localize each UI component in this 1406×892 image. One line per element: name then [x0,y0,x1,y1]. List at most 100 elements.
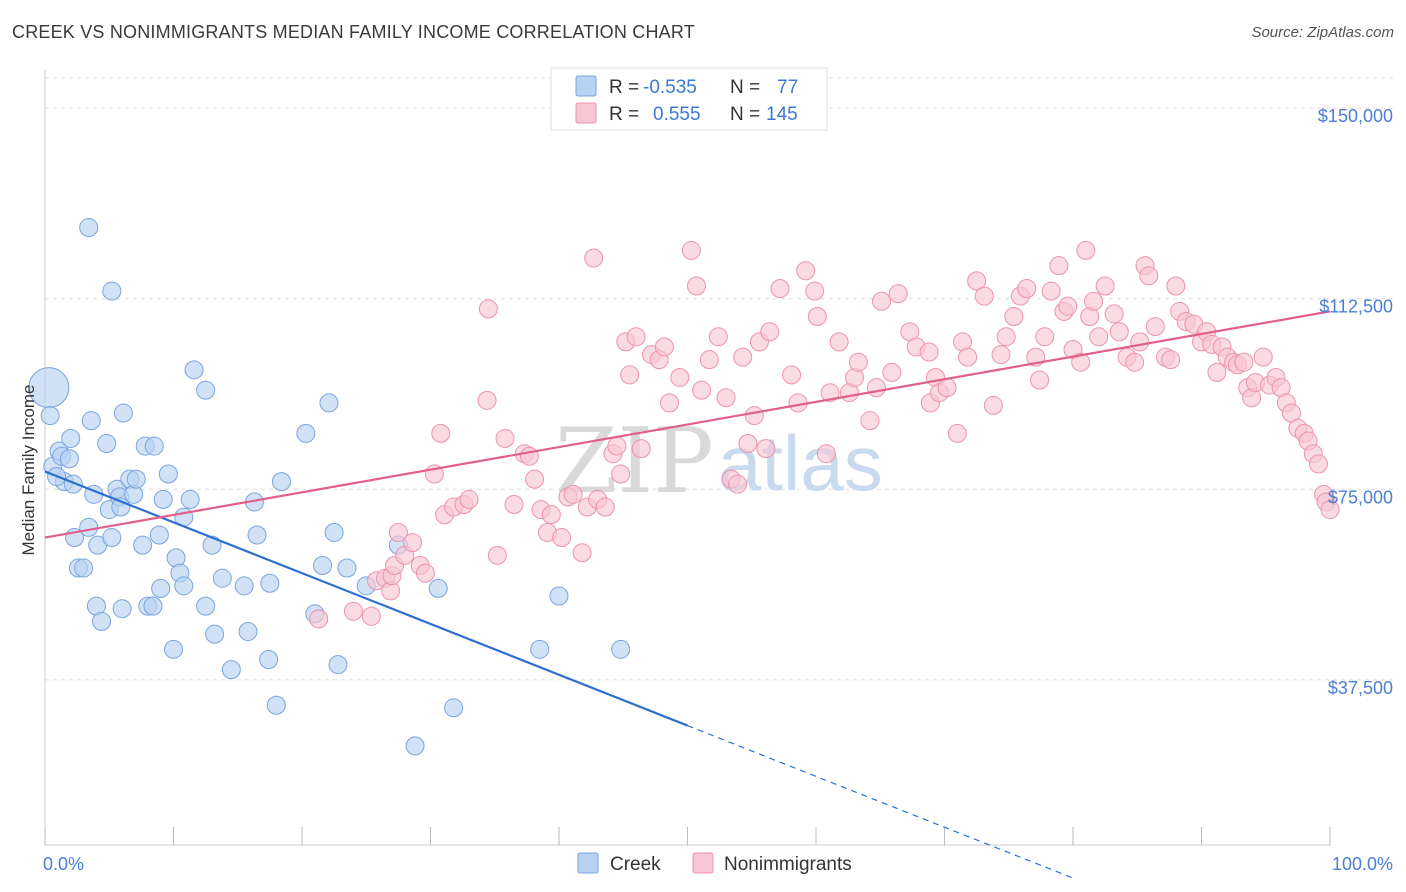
x-tick-label-min: 0.0% [43,854,84,874]
nonimmigrants-point [1139,266,1159,286]
creek-point [151,578,171,598]
nonimmigrants-point [388,522,408,542]
nonimmigrants-point [459,489,479,509]
creek-point [328,655,348,675]
nonimmigrants-point [974,286,994,306]
creek-point [221,660,241,680]
nonimmigrants-point [572,543,592,563]
nonimmigrants-point [595,497,615,517]
nonimmigrants-point [1089,327,1109,347]
y-tick-label: $150,000 [1318,106,1393,126]
creek-point [205,624,225,644]
creek-point [133,535,153,555]
creek-point [196,596,216,616]
nonimmigrants-point [919,342,939,362]
nonimmigrants-point [805,281,825,301]
nonimmigrants-point [1207,362,1227,382]
nonimmigrants-point [686,276,706,296]
y-tick-label: $112,500 [1319,297,1393,317]
bottom-legend-nonimm-swatch [692,852,714,874]
creek-point [212,568,232,588]
creek-point [59,449,79,469]
nonimmigrants-point [1017,279,1037,299]
legend-creek-swatch [575,75,597,97]
creek-point [164,639,183,659]
creek-point [126,469,146,489]
creek-point [153,489,173,509]
nonimmigrants-point [983,395,1003,415]
nonimmigrants-point [563,484,583,504]
nonimmigrants-point [343,601,363,621]
nonimmigrants-point [626,327,646,347]
nonimmigrants-point [738,434,758,454]
creek-point [184,360,204,380]
nonimmigrants-point [1320,500,1340,520]
creek-point [271,472,291,492]
nonimmigrants-point [1084,291,1104,311]
creek-point [196,380,216,400]
nonimmigrants-point [1071,352,1091,372]
legend-nonimm-r-label: R = [609,104,639,125]
creek-point [296,423,316,443]
x-tick-label-max: 100.0% [1332,854,1393,874]
nonimmigrants-point [829,332,849,352]
nonimmigrants-point [756,439,776,459]
y-tick-labels: $37,500 $75,000 $112,500 $150,000 [1318,106,1393,698]
creek-point [92,611,112,631]
nonimmigrants-point [958,347,978,367]
nonimmigrants-point [866,378,886,398]
nonimmigrants-point [1109,322,1129,342]
creek-point [61,428,81,448]
trend-lines [44,310,1331,879]
nonimmigrants-point [1104,304,1124,324]
creek-point [113,403,133,423]
nonimmigrants-point [796,261,816,281]
axes [44,70,1331,846]
legend-box [550,67,828,131]
legend-creek-n-value: 77 [777,77,798,98]
nonimmigrants-point [670,367,690,387]
creek-point [234,576,254,596]
nonimmigrants-point [1130,332,1150,352]
nonimmigrants-point [1161,350,1181,370]
creek-point [174,576,194,596]
creek-point [112,599,132,619]
creek-point [102,281,122,301]
bottom-legend-creek-label: Creek [610,854,661,875]
nonimmigrants-point [820,383,840,403]
nonimmigrants-point [415,563,435,583]
nonimmigrants-series [309,240,1340,629]
nonimmigrants-point [770,279,790,299]
legend-creek-r-value: -0.535 [643,77,697,98]
creek-point [74,558,94,578]
nonimmigrants-point [552,528,572,548]
nonimmigrants-point [967,271,987,291]
creek-point [79,218,99,238]
nonimmigrants-point [1049,256,1069,276]
nonimmigrants-point [403,533,423,553]
creek-point [260,573,280,593]
nonimmigrants-point [728,474,748,494]
nonimmigrants-point [431,423,451,443]
nonimmigrants-point [860,411,880,431]
creek-point [143,596,163,616]
nonimmigrants-point [816,444,836,464]
creek-point [158,464,178,484]
creek-point [79,517,99,537]
bottom-legend: Creek Nonimmigrants [577,852,852,875]
nonimmigrants-point [654,337,674,357]
nonimmigrants-point [782,365,802,385]
nonimmigrants-point [760,322,780,342]
nonimmigrants-point [872,291,892,311]
creek-point [238,622,258,642]
nonimmigrants-point [1166,276,1186,296]
creek-point [102,528,122,548]
y-tick-label: $75,000 [1328,487,1393,507]
nonimmigrants-point [1145,317,1165,337]
nonimmigrants-point [848,352,868,372]
nonimmigrants-point [1058,296,1078,316]
nonimmigrants-point [487,545,507,565]
creek-point [319,393,339,413]
creek-series [28,218,631,756]
